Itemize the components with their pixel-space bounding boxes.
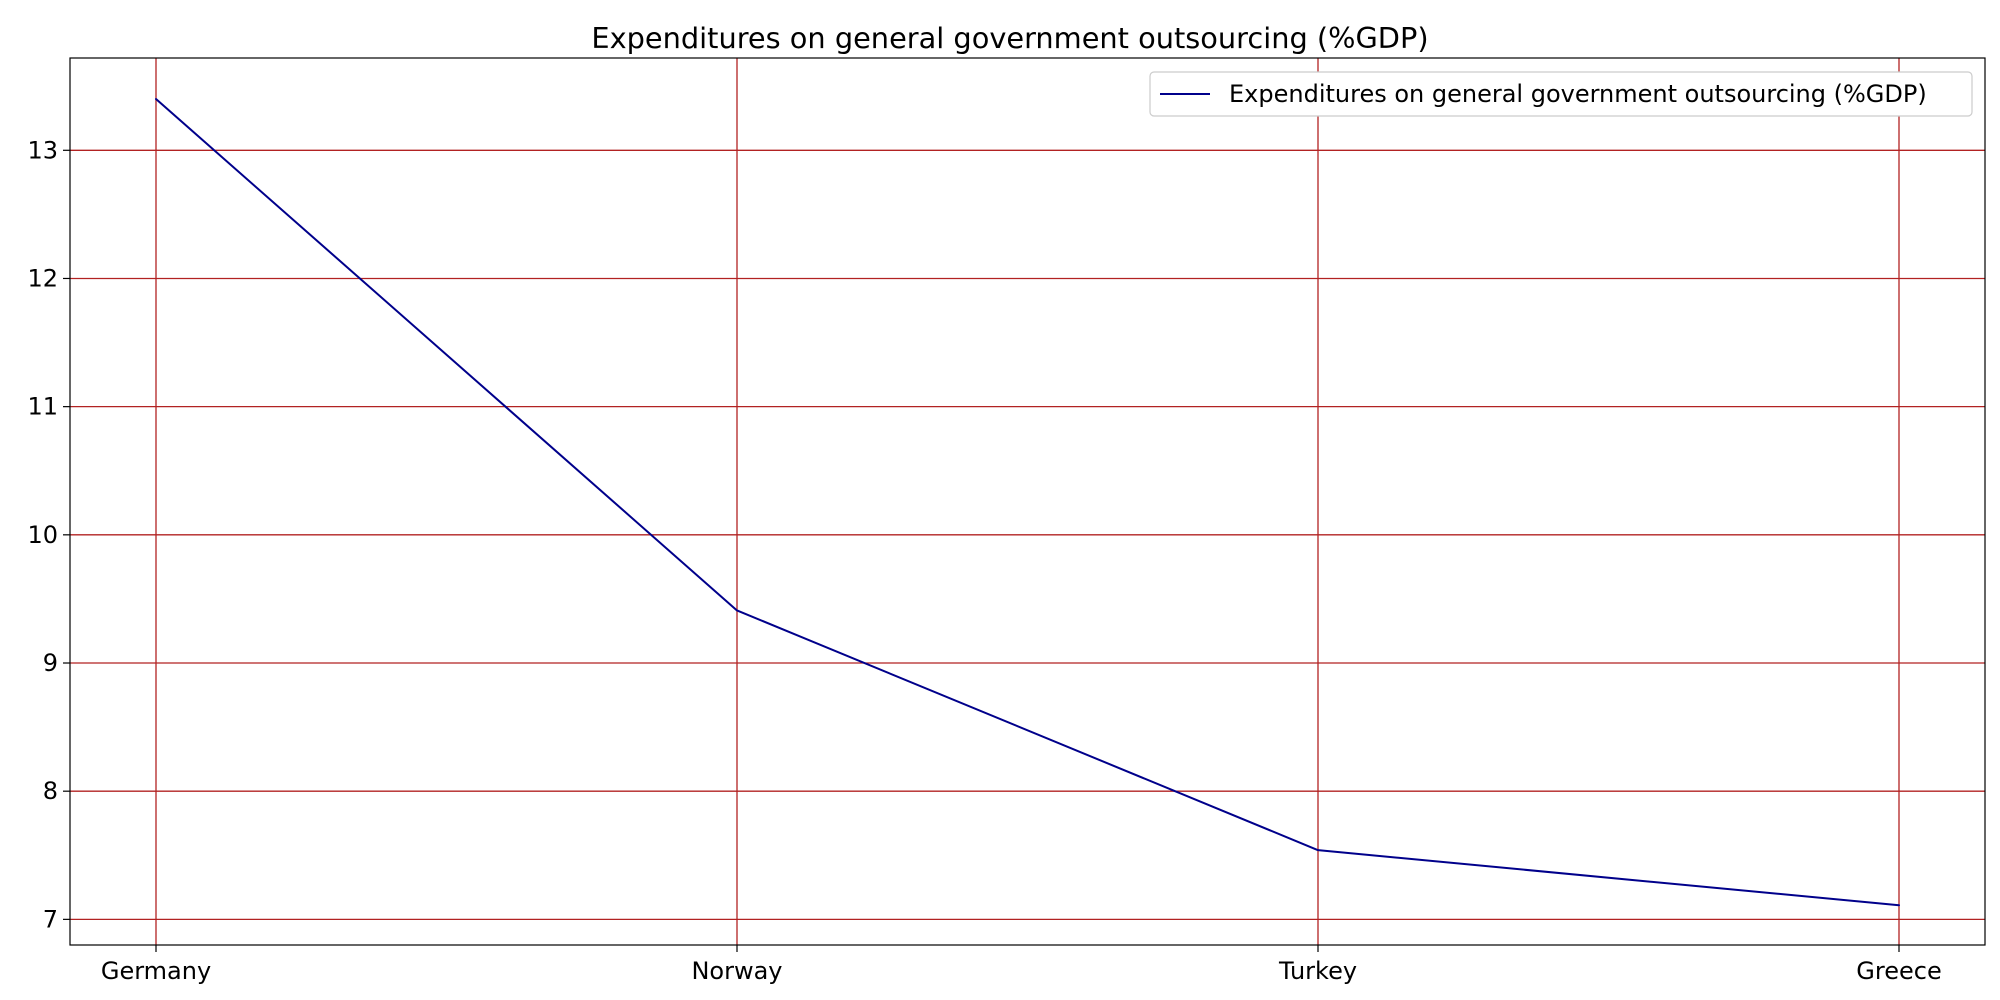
plot-area-frame (69, 57, 1986, 946)
x-tick-label: Germany (101, 957, 211, 985)
x-tick-label: Greece (1856, 957, 1941, 985)
chart-title: Expenditures on general government outso… (591, 21, 1428, 55)
legend: Expenditures on general government outso… (1149, 71, 1973, 117)
y-tick-label: 13 (27, 136, 58, 164)
y-tick-label: 12 (27, 264, 58, 292)
legend-box (1149, 71, 1973, 117)
series-line (155, 98, 1900, 907)
y-tick-label: 7 (43, 905, 58, 933)
legend-label: Expenditures on general government outso… (1229, 80, 1927, 108)
grid (70, 58, 1985, 945)
y-tick-label: 11 (27, 393, 58, 421)
x-tick-label: Norway (691, 957, 782, 985)
axis-ticks: 7 8 9 10 11 12 13 Germany Norway Turkey Greece (27, 136, 1941, 985)
y-tick-label: 9 (43, 649, 58, 677)
y-tick-label: 10 (27, 521, 58, 549)
x-tick-label: Turkey (1278, 957, 1357, 985)
y-tick-label: 8 (43, 777, 58, 805)
series-layer (155, 98, 1900, 907)
